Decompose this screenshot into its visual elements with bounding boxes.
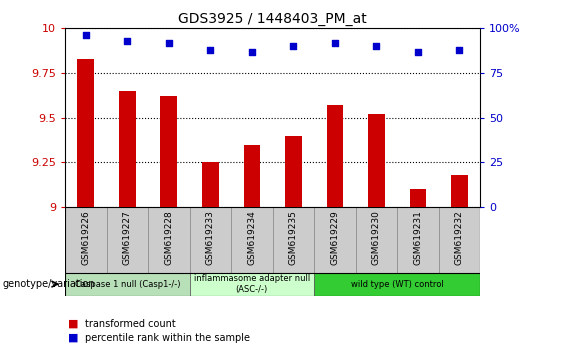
Bar	[119, 91, 136, 207]
Bar	[244, 144, 260, 207]
Bar	[190, 207, 231, 273]
Bar	[314, 273, 480, 296]
Bar	[439, 207, 480, 273]
Point	[372, 44, 381, 49]
Bar	[231, 207, 273, 273]
Text: wild type (WT) control: wild type (WT) control	[351, 280, 444, 289]
Bar	[273, 207, 314, 273]
Text: GSM619235: GSM619235	[289, 210, 298, 265]
Point	[81, 33, 90, 38]
Bar	[107, 207, 148, 273]
Bar	[368, 114, 385, 207]
Text: GSM619228: GSM619228	[164, 210, 173, 265]
Text: inflammasome adapter null
(ASC-/-): inflammasome adapter null (ASC-/-)	[194, 274, 310, 294]
Bar	[285, 136, 302, 207]
Text: genotype/variation: genotype/variation	[3, 279, 95, 289]
Text: GSM619234: GSM619234	[247, 210, 257, 265]
Bar	[356, 207, 397, 273]
Point	[123, 38, 132, 44]
Bar	[65, 273, 190, 296]
Title: GDS3925 / 1448403_PM_at: GDS3925 / 1448403_PM_at	[178, 12, 367, 26]
Text: Caspase 1 null (Casp1-/-): Caspase 1 null (Casp1-/-)	[75, 280, 180, 289]
Text: GSM619230: GSM619230	[372, 210, 381, 265]
Point	[164, 40, 173, 45]
Text: GSM619233: GSM619233	[206, 210, 215, 265]
Bar	[77, 59, 94, 207]
Bar	[65, 207, 107, 273]
Point	[331, 40, 340, 45]
Text: ■: ■	[68, 333, 79, 343]
Bar	[160, 96, 177, 207]
Bar	[397, 207, 439, 273]
Bar	[327, 105, 343, 207]
Point	[289, 44, 298, 49]
Bar	[202, 162, 219, 207]
Text: transformed count: transformed count	[85, 319, 176, 329]
Text: percentile rank within the sample: percentile rank within the sample	[85, 333, 250, 343]
Point	[206, 47, 215, 53]
Text: GSM619232: GSM619232	[455, 210, 464, 265]
Bar	[190, 273, 314, 296]
Text: GSM619226: GSM619226	[81, 210, 90, 265]
Bar	[148, 207, 190, 273]
Text: ■: ■	[68, 319, 79, 329]
Text: GSM619229: GSM619229	[331, 210, 340, 265]
Bar	[314, 207, 356, 273]
Point	[455, 47, 464, 53]
Point	[247, 49, 257, 55]
Bar	[410, 189, 426, 207]
Bar	[451, 175, 468, 207]
Text: GSM619231: GSM619231	[414, 210, 423, 265]
Point	[414, 49, 423, 55]
Text: GSM619227: GSM619227	[123, 210, 132, 265]
